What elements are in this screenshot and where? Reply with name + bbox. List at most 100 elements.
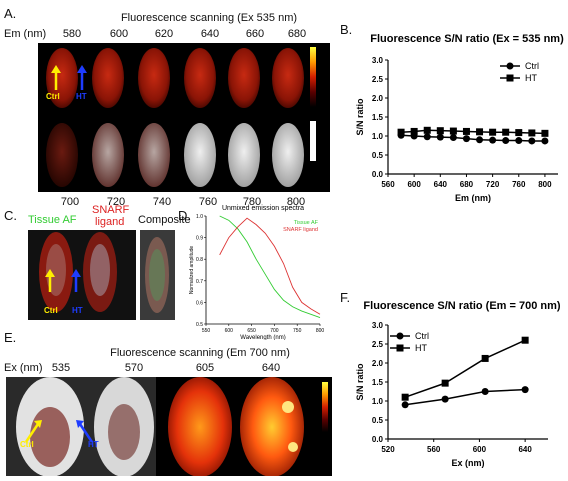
panel-c-tissue-af: Tissue AF [28, 214, 77, 226]
panel-c-image [28, 230, 136, 320]
legend-marker [506, 74, 514, 82]
point-ht [521, 336, 529, 344]
chart-b: Fluorescence S/N ratio (Ex = 535 nm) 0.0 0… [355, 33, 564, 203]
panel-a-label: A. [4, 6, 17, 21]
point-ctrl [441, 395, 449, 403]
y-tick-label: 3.0 [372, 56, 384, 65]
y-tick-label: 0.7 [196, 279, 203, 285]
spectrum-line-0 [219, 215, 321, 318]
chart-f: Fluorescence S/N ratio (Em = 700 nm) 0.0 0… [355, 300, 561, 468]
point-ht [481, 354, 489, 362]
panel-e-mice-svg [6, 377, 304, 477]
x-tick-label: 640 [518, 445, 532, 454]
x-tick-label: 750 [293, 328, 302, 334]
point-ht [541, 129, 549, 137]
panel-e-title: Fluorescence scanning (Em 700 nm) [110, 347, 290, 359]
y-tick-label: 0.5 [372, 151, 384, 160]
panel-a-image [38, 43, 330, 192]
panel-e-wl-3: 640 [261, 362, 281, 374]
legend-label: Ctrl [525, 61, 539, 71]
x-tick-label: 800 [316, 328, 325, 334]
point-ht [441, 379, 449, 387]
point-ctrl [462, 135, 470, 143]
ctrl-arrowhead-icon [51, 65, 61, 73]
panel-c-composite: Composite [138, 214, 191, 226]
c-ctrl-arrowhead-icon [45, 269, 55, 277]
point-ht [528, 129, 536, 137]
point-ctrl [489, 136, 497, 144]
y-tick-label: 2.0 [372, 94, 384, 103]
point-ht [423, 126, 431, 134]
panel-a-title: Fluorescence scanning (Ex 535 nm) [120, 12, 298, 24]
y-tick-label: 3.0 [372, 321, 384, 330]
x-tick-label: 700 [270, 328, 279, 334]
x-tick-label: 680 [460, 180, 474, 189]
panel-e-ctrl-label: Ctrl [20, 440, 34, 449]
point-ht [397, 128, 405, 136]
panel-e-ht-label: HT [88, 440, 99, 449]
point-ctrl [476, 136, 484, 144]
panel-a-colorbar [310, 47, 316, 107]
y-axis-label: S/N ratio [355, 363, 365, 401]
panel-a-mice-svg [46, 47, 316, 187]
panel-a-bot-wl-2: 740 [152, 196, 172, 208]
point-ht [436, 127, 444, 135]
point-ctrl [436, 133, 444, 141]
y-tick-label: 1.0 [372, 397, 384, 406]
panel-c-snarf-line1: SNARF [92, 204, 130, 216]
panel-a-top-wl-3: 640 [200, 28, 220, 40]
panel-e-wl-2: 605 [195, 362, 215, 374]
point-ctrl [481, 388, 489, 395]
x-tick-label: 560 [427, 445, 441, 454]
panel-e-image [6, 377, 332, 477]
panel-c-arrows [45, 269, 81, 292]
panel-a-bot-wl-0: 700 [60, 196, 80, 208]
panel-a-top-wl-2: 620 [154, 28, 174, 40]
panel-a-top-wl-0: 580 [62, 28, 82, 40]
y-axis-label: S/N ratio [355, 98, 365, 136]
chart-d: Unmixed emission spectra 0.5 0.6 0.7 0.8 0.9 1… [189, 205, 325, 340]
legend-marker [396, 344, 404, 352]
panel-e-wl-0: 535 [51, 362, 71, 374]
panel-c-composite-svg [145, 237, 169, 313]
panel-e-wl-1: 570 [124, 362, 144, 374]
y-tick-label: 0.9 [196, 236, 203, 242]
y-tick-label: 0.0 [372, 170, 384, 179]
y-tick-label: 1.0 [196, 214, 203, 220]
panel-e-label: E. [4, 330, 17, 345]
y-tick-label: 0.5 [372, 416, 384, 425]
point-ctrl [528, 137, 536, 145]
y-tick-label: 0.0 [372, 435, 384, 444]
x-tick-label: 550 [202, 328, 211, 334]
legend-label: HT [525, 73, 537, 83]
point-ctrl [423, 133, 431, 141]
series-line-ht [404, 339, 526, 398]
legend-label: SNARF ligand [283, 227, 318, 233]
legend-marker [506, 62, 514, 70]
panel-b-label: B. [340, 22, 353, 37]
panel-a-bot-wl-3: 760 [198, 196, 218, 208]
series-line-ctrl [401, 134, 545, 142]
y-tick-label: 0.6 [196, 300, 203, 306]
panel-a-top-wl-1: 600 [109, 28, 129, 40]
x-tick-label: 520 [381, 445, 395, 454]
point-ht [502, 128, 510, 136]
panel-a-bot-wl-4: 780 [242, 196, 262, 208]
panel-e-arrows [24, 420, 94, 443]
x-tick-label: 720 [486, 180, 500, 189]
y-tick-label: 2.0 [372, 359, 384, 368]
legend-marker [396, 332, 404, 340]
panel-a-ht-label: HT [76, 92, 87, 101]
x-tick-label: 650 [247, 328, 256, 334]
point-ht [401, 393, 409, 401]
panel-c-snarf-line2: ligand [95, 216, 125, 228]
x-tick-label: 560 [381, 180, 395, 189]
x-tick-label: 800 [538, 180, 552, 189]
point-ctrl [401, 401, 409, 409]
panel-a-ctrl-label: Ctrl [46, 92, 60, 101]
x-tick-label: 600 [407, 180, 421, 189]
y-tick-label: 0.5 [196, 322, 203, 328]
point-ctrl [541, 137, 549, 145]
panel-c-mice-svg [39, 232, 117, 312]
legend-label: Ctrl [415, 331, 429, 341]
